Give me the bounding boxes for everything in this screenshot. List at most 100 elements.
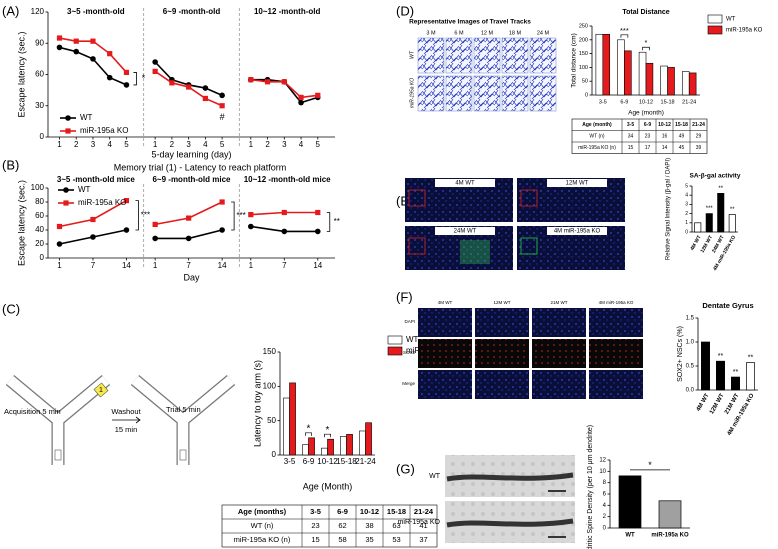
marker [202, 85, 209, 91]
x-axis-label: Age (Month) [303, 481, 353, 491]
bar [705, 213, 713, 233]
y-tick-label: 5 [685, 183, 688, 189]
table-header: 15-18 [675, 122, 688, 128]
panel-label: (C) [2, 301, 20, 316]
chart-title: Dentate Gyrus [702, 301, 753, 310]
x-axis-label: 5-day learning (day) [151, 149, 231, 159]
signal-overlay [460, 240, 490, 264]
bracket [133, 72, 137, 86]
x-tick-label: 21-24 [355, 457, 376, 466]
x-tick-label: 14 [313, 261, 322, 270]
table-header: 10-12 [658, 122, 671, 128]
image-label-box [435, 227, 495, 235]
table-header: 21-24 [692, 122, 705, 128]
marker [315, 92, 321, 98]
legend-marker [65, 115, 71, 121]
group-label: 6~9 -month-old mice [152, 175, 231, 184]
y-tick-label: 120 [31, 7, 45, 16]
bar [346, 434, 353, 456]
y-tick-label: 0.5 [686, 364, 695, 370]
legend-label: miR-195a KO [726, 28, 763, 34]
fluor-image [475, 308, 529, 337]
image-row-label: miR-195a KO [409, 78, 415, 108]
annotation: * [645, 38, 648, 47]
track-image [501, 37, 529, 74]
annotation: ** [718, 353, 724, 360]
bracket [642, 46, 650, 51]
y-axis-label: SOX2+ NSCs (%) [677, 326, 684, 382]
table-cell: 35 [365, 535, 373, 544]
bracket [620, 34, 629, 38]
legend-label: miR-195a KO [80, 126, 128, 135]
marker [123, 227, 130, 233]
y-tick-label: 8 [603, 480, 607, 486]
bar [638, 51, 647, 96]
table-cell: miR-195a KO (n) [234, 535, 291, 544]
marker [219, 227, 225, 233]
image-column-label: 18 M [509, 30, 522, 36]
marker [281, 209, 287, 216]
fluor-image [589, 370, 643, 399]
image-label: 4M WT [455, 181, 475, 187]
annotation: ** [733, 369, 739, 376]
y-tick-label: 1 [685, 220, 688, 226]
table-header: 15-18 [387, 507, 406, 516]
x-tick-label: 7 [91, 261, 96, 270]
image-label: miR-195a KO [398, 519, 441, 526]
x-tick-label: 10-12 [639, 99, 653, 105]
marker [248, 212, 254, 218]
marker [185, 235, 192, 242]
table-header: 10-12 [360, 507, 379, 516]
image-label-box [547, 179, 607, 187]
x-axis-label: Day [183, 272, 200, 282]
table-cell: WT (n) [251, 521, 274, 530]
fluor-image [532, 339, 586, 368]
bar [365, 422, 372, 456]
marker [298, 99, 304, 106]
x-tick-label: miR-195a KO [651, 533, 689, 539]
marker [219, 92, 225, 99]
bar [595, 33, 604, 96]
chart-title: Total Distance [622, 9, 669, 16]
track-image [473, 37, 501, 74]
table-cell: 17 [645, 145, 651, 151]
track-image [473, 75, 501, 112]
toy-marker [93, 382, 109, 398]
x-tick-label: 1 [153, 261, 158, 270]
y-tick-label: 150 [579, 51, 588, 57]
bar [645, 62, 654, 96]
table-cell: 49 [679, 134, 685, 140]
y-maze-inner [131, 375, 235, 465]
image-column-label: 4M miR-195a KO [599, 300, 634, 305]
legend-label: WT [406, 335, 419, 344]
bar [717, 193, 725, 233]
x-tick-label: 1 [249, 140, 254, 149]
table-cell: 58 [338, 535, 346, 544]
track-image [501, 75, 529, 112]
legend-swatch [387, 346, 403, 356]
marker [152, 68, 158, 74]
table-frame [221, 504, 438, 548]
annotation: ** [748, 354, 754, 361]
annotation: *** [620, 26, 629, 35]
track-image [445, 37, 473, 74]
x-tick-label: 7 [186, 261, 191, 270]
y-axis-label: Latency to toy arm (s) [252, 360, 262, 447]
table-cell: 39 [696, 145, 702, 151]
bar [731, 376, 740, 391]
y-tick-label: 100 [31, 183, 45, 192]
table-header: 6-9 [337, 507, 348, 516]
annotation: * [142, 73, 146, 83]
table-header: 3-5 [310, 507, 321, 516]
legend-swatch [707, 25, 723, 35]
marker [152, 221, 158, 227]
y-tick-label: 60 [35, 211, 44, 220]
table-header: 6-9 [644, 122, 651, 128]
marker [56, 223, 63, 230]
image-label: 4M miR-195a KO [554, 229, 601, 235]
legend-marker [63, 187, 69, 193]
x-tick-label: 5 [124, 140, 129, 149]
diagram-label: Washout [111, 407, 141, 416]
x-tick-label: 7 [282, 261, 287, 270]
table-cell: 63 [392, 521, 400, 530]
